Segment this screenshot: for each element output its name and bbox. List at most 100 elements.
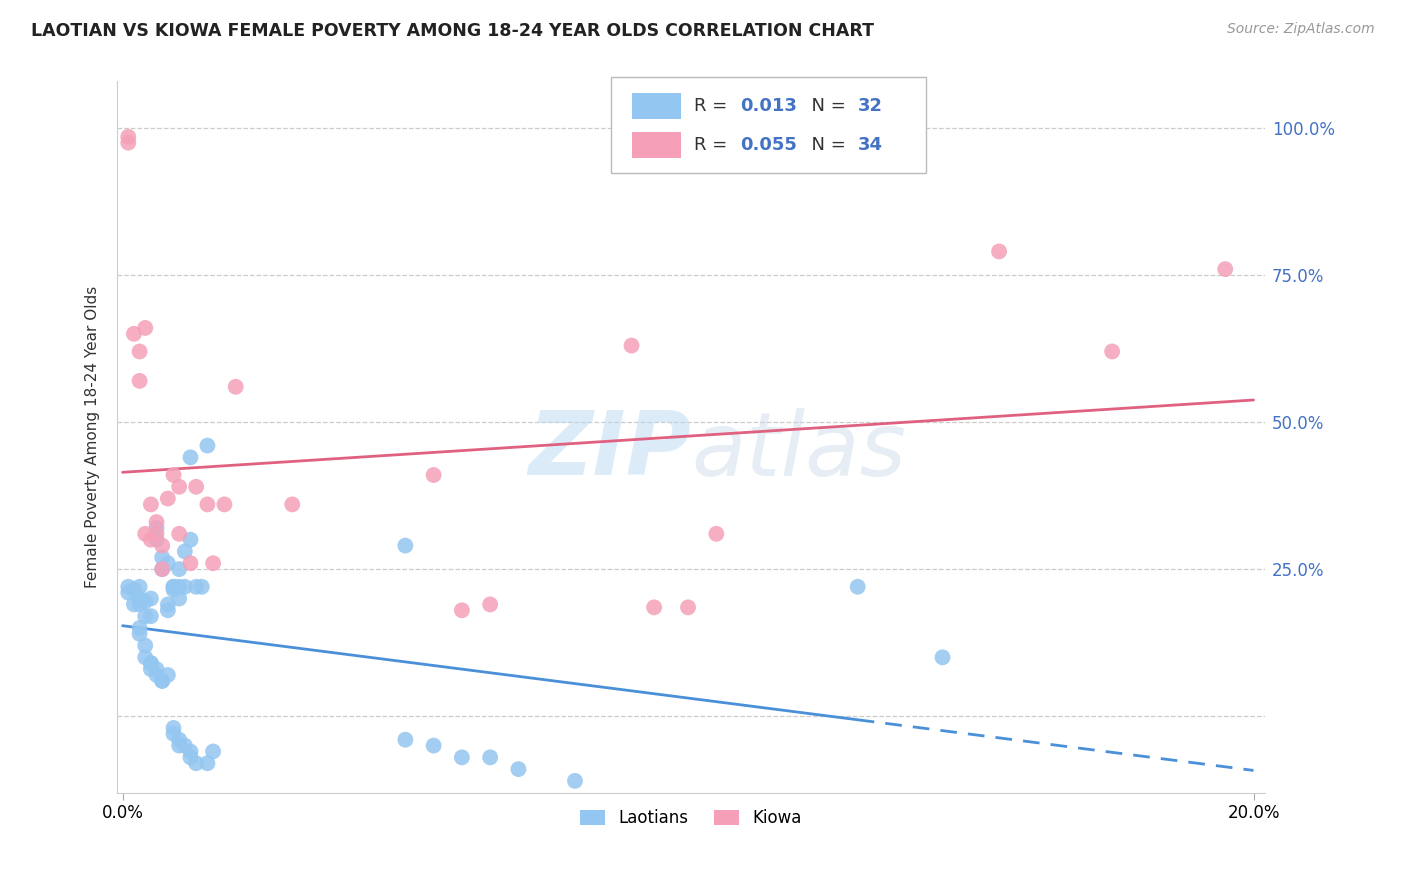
Point	[128, 344, 150, 359]
Point	[184, 580, 207, 594]
Point	[134, 594, 156, 608]
Point	[162, 727, 184, 741]
Point	[128, 621, 150, 635]
Point	[156, 556, 179, 570]
Point	[156, 603, 179, 617]
Point	[122, 582, 145, 597]
Point	[162, 721, 184, 735]
Point	[394, 539, 416, 553]
Point	[173, 580, 195, 594]
Point	[1213, 262, 1236, 277]
Point	[150, 673, 173, 688]
Text: ZIP: ZIP	[529, 408, 690, 494]
Point	[139, 591, 162, 606]
Point	[197, 439, 219, 453]
Point	[704, 526, 727, 541]
Point	[479, 750, 502, 764]
Point	[122, 598, 145, 612]
Point	[139, 497, 162, 511]
Point	[214, 497, 236, 511]
Point	[150, 539, 173, 553]
Point	[173, 544, 195, 558]
Text: N =: N =	[800, 136, 852, 154]
Point	[1101, 344, 1123, 359]
Text: LAOTIAN VS KIOWA FEMALE POVERTY AMONG 18-24 YEAR OLDS CORRELATION CHART: LAOTIAN VS KIOWA FEMALE POVERTY AMONG 18…	[31, 22, 875, 40]
Point	[167, 580, 190, 594]
Point	[451, 750, 474, 764]
Text: 0.055: 0.055	[740, 136, 797, 154]
Point	[167, 526, 190, 541]
Point	[197, 756, 219, 771]
Point	[134, 526, 156, 541]
Point	[117, 580, 139, 594]
Point	[162, 468, 184, 483]
Text: 0.013: 0.013	[740, 97, 797, 115]
Point	[167, 732, 190, 747]
FancyBboxPatch shape	[633, 93, 681, 119]
Point	[156, 598, 179, 612]
Point	[145, 533, 167, 547]
Text: 34: 34	[858, 136, 883, 154]
Point	[150, 562, 173, 576]
Point	[139, 662, 162, 676]
Point	[139, 657, 162, 671]
Point	[139, 609, 162, 624]
Point	[150, 562, 173, 576]
Point	[162, 580, 184, 594]
Text: Source: ZipAtlas.com: Source: ZipAtlas.com	[1227, 22, 1375, 37]
Point	[156, 491, 179, 506]
Point	[179, 750, 201, 764]
Point	[134, 609, 156, 624]
Point	[988, 244, 1011, 259]
Text: R =: R =	[695, 97, 734, 115]
Point	[167, 739, 190, 753]
Point	[128, 374, 150, 388]
Point	[184, 756, 207, 771]
Text: 32: 32	[858, 97, 883, 115]
Point	[139, 533, 162, 547]
Point	[134, 321, 156, 335]
FancyBboxPatch shape	[633, 132, 681, 158]
Point	[422, 739, 444, 753]
Point	[167, 480, 190, 494]
Point	[145, 662, 167, 676]
Text: N =: N =	[800, 97, 852, 115]
Point	[564, 773, 586, 788]
Point	[479, 598, 502, 612]
Point	[150, 673, 173, 688]
Point	[139, 657, 162, 671]
Point	[191, 580, 214, 594]
Point	[145, 526, 167, 541]
Point	[179, 556, 201, 570]
Point	[184, 480, 207, 494]
Point	[134, 639, 156, 653]
Point	[117, 136, 139, 150]
Point	[179, 744, 201, 758]
Point	[620, 338, 643, 352]
Y-axis label: Female Poverty Among 18-24 Year Olds: Female Poverty Among 18-24 Year Olds	[86, 285, 100, 588]
Point	[117, 129, 139, 144]
Point	[156, 668, 179, 682]
Point	[451, 603, 474, 617]
Point	[202, 556, 225, 570]
FancyBboxPatch shape	[610, 78, 927, 173]
Point	[394, 732, 416, 747]
Point	[134, 650, 156, 665]
Point	[128, 580, 150, 594]
Point	[162, 580, 184, 594]
Point	[145, 521, 167, 535]
Point	[128, 627, 150, 641]
Point	[145, 515, 167, 529]
Point	[173, 739, 195, 753]
Point	[179, 450, 201, 465]
Point	[422, 468, 444, 483]
Point	[931, 650, 953, 665]
Point	[128, 591, 150, 606]
Point	[508, 762, 530, 776]
Point	[225, 380, 247, 394]
Point	[150, 550, 173, 565]
Point	[202, 744, 225, 758]
Legend: Laotians, Kiowa: Laotians, Kiowa	[574, 803, 808, 834]
Point	[281, 497, 304, 511]
Point	[145, 668, 167, 682]
